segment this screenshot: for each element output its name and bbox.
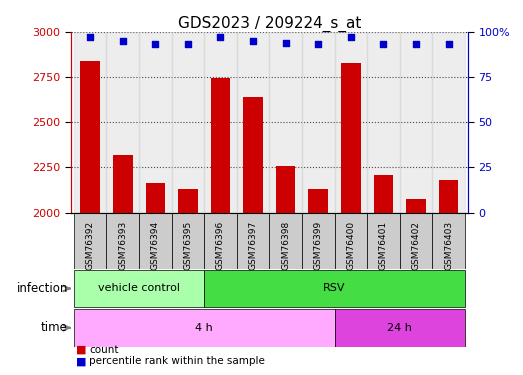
Point — [184, 41, 192, 47]
Bar — [367, 213, 400, 269]
Text: GSM76397: GSM76397 — [248, 221, 257, 270]
Bar — [237, 32, 269, 213]
Bar — [400, 32, 432, 213]
Bar — [107, 213, 139, 269]
Bar — [204, 270, 465, 308]
Bar — [172, 213, 204, 269]
Bar — [335, 309, 465, 347]
Text: infection: infection — [17, 282, 68, 295]
Bar — [335, 32, 367, 213]
Text: percentile rank within the sample: percentile rank within the sample — [89, 356, 265, 366]
Text: GSM76396: GSM76396 — [216, 221, 225, 270]
Point — [119, 38, 127, 44]
Point — [314, 41, 322, 47]
Title: GDS2023 / 209224_s_at: GDS2023 / 209224_s_at — [178, 15, 361, 32]
Bar — [439, 180, 458, 213]
Bar — [432, 32, 465, 213]
Bar — [269, 32, 302, 213]
Text: 4 h: 4 h — [195, 323, 213, 333]
Point — [217, 34, 225, 40]
Bar — [269, 213, 302, 269]
Point — [249, 38, 257, 44]
Text: GSM76395: GSM76395 — [184, 221, 192, 270]
Bar — [341, 63, 360, 213]
Point — [445, 41, 453, 47]
Bar — [145, 183, 165, 213]
Bar — [81, 61, 100, 213]
Bar — [432, 213, 465, 269]
Bar — [74, 270, 204, 308]
Text: 24 h: 24 h — [387, 323, 412, 333]
Text: vehicle control: vehicle control — [98, 284, 180, 294]
Bar — [335, 213, 367, 269]
Bar — [276, 166, 295, 213]
Bar — [172, 32, 204, 213]
Text: GSM76393: GSM76393 — [118, 221, 127, 270]
Text: RSV: RSV — [323, 284, 346, 294]
Text: GSM76400: GSM76400 — [346, 221, 355, 270]
Bar — [211, 78, 230, 213]
Bar — [400, 213, 432, 269]
Text: GSM76399: GSM76399 — [314, 221, 323, 270]
Text: ■: ■ — [76, 356, 86, 366]
Bar — [74, 213, 107, 269]
Point — [347, 34, 355, 40]
Text: time: time — [41, 321, 68, 334]
Bar — [107, 32, 139, 213]
Bar — [74, 309, 335, 347]
Text: GSM76401: GSM76401 — [379, 221, 388, 270]
Point — [412, 41, 420, 47]
Bar — [113, 155, 132, 213]
Bar — [373, 175, 393, 213]
Bar — [139, 213, 172, 269]
Text: GSM76392: GSM76392 — [86, 221, 95, 270]
Bar — [406, 199, 426, 213]
Point — [86, 34, 94, 40]
Text: count: count — [89, 345, 118, 355]
Bar — [302, 213, 335, 269]
Text: GSM76398: GSM76398 — [281, 221, 290, 270]
Bar — [237, 213, 269, 269]
Text: GSM76394: GSM76394 — [151, 221, 160, 270]
Text: GSM76402: GSM76402 — [412, 221, 420, 270]
Bar — [309, 189, 328, 213]
Point — [379, 41, 388, 47]
Bar — [139, 32, 172, 213]
Bar — [204, 213, 237, 269]
Point — [281, 39, 290, 45]
Text: GSM76403: GSM76403 — [444, 221, 453, 270]
Bar — [302, 32, 335, 213]
Bar — [74, 32, 107, 213]
Bar — [204, 32, 237, 213]
Bar — [367, 32, 400, 213]
Bar — [178, 189, 198, 213]
Text: ■: ■ — [76, 345, 86, 355]
Bar — [243, 97, 263, 213]
Point — [151, 41, 160, 47]
